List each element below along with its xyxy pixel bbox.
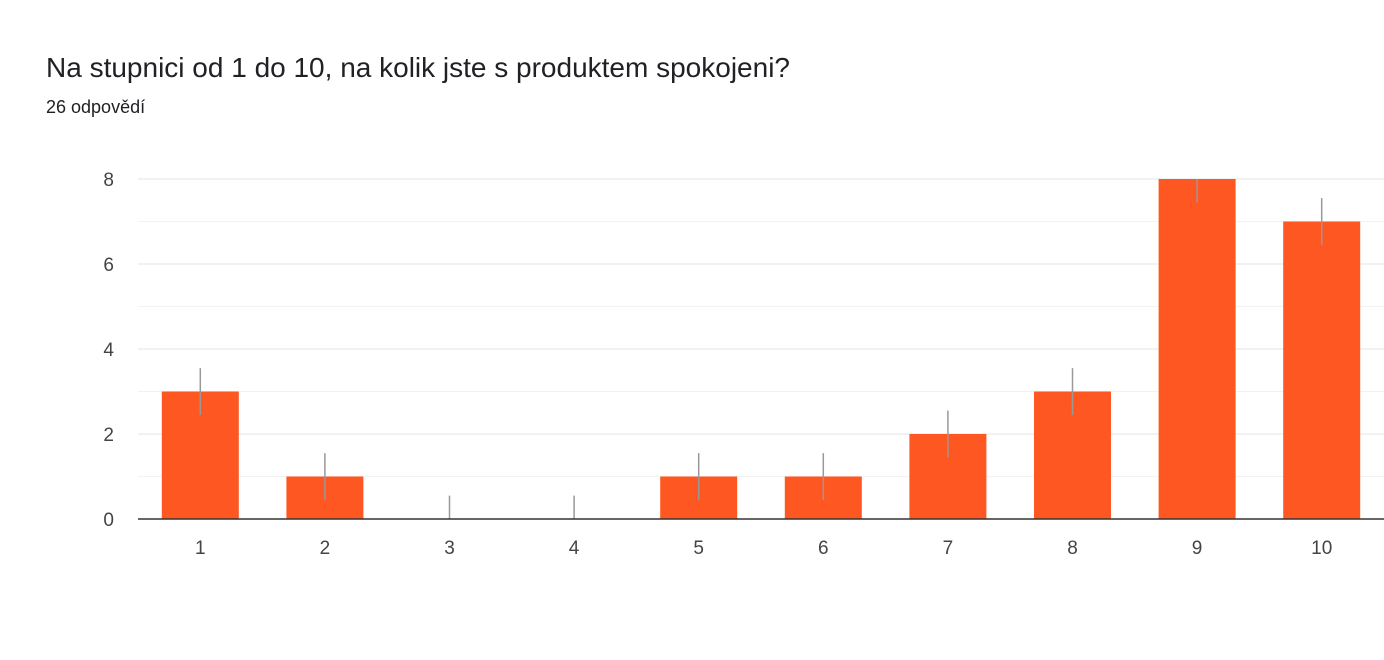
bar (1283, 221, 1361, 519)
y-tick-label: 2 (103, 425, 114, 446)
y-tick-label: 6 (103, 255, 114, 276)
x-tick-label: 6 (818, 538, 829, 559)
y-tick-label: 8 (103, 170, 114, 191)
bars (161, 179, 1361, 519)
x-tick-label: 9 (1192, 538, 1203, 559)
x-tick-label: 1 (195, 538, 206, 559)
x-tick-label: 4 (569, 538, 580, 559)
y-tick-label: 4 (103, 340, 114, 361)
x-tick-label: 8 (1067, 538, 1078, 559)
question-title: Na stupnici od 1 do 10, na kolik jste s … (46, 52, 790, 83)
y-tick-label: 0 (103, 510, 114, 531)
x-tick-label: 2 (320, 538, 331, 559)
bar (1158, 179, 1236, 519)
x-tick-label: 10 (1311, 538, 1332, 559)
axes: 0 2 4 6 8 1 2 3 4 5 6 7 8 9 10 (103, 170, 1384, 559)
response-count: 26 odpovědí (46, 97, 146, 117)
x-tick-label: 5 (693, 538, 704, 559)
x-tick-label: 7 (943, 538, 954, 559)
x-tick-label: 3 (444, 538, 455, 559)
